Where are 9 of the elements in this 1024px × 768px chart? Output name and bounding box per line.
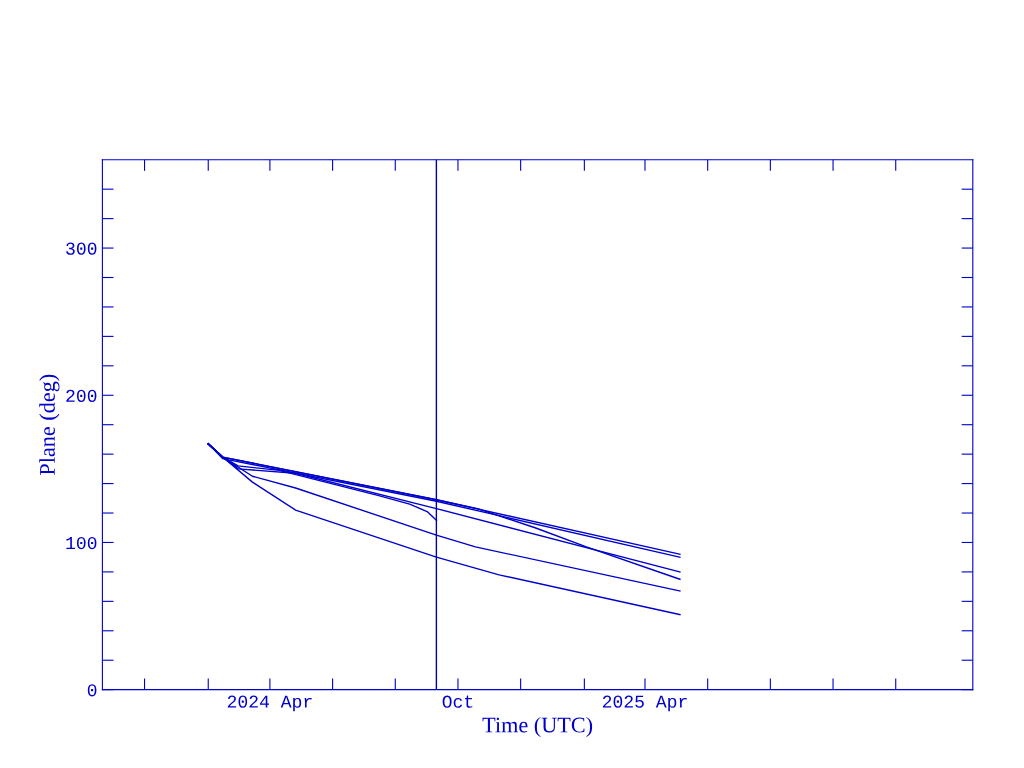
x-axis-title: Time (UTC) <box>482 716 593 738</box>
x-tick-label: 2025 Apr <box>602 695 687 712</box>
y-axis-title: Plane (deg) <box>39 374 60 475</box>
y-tick-label: 100 <box>66 536 97 550</box>
y-tick-label: 200 <box>66 389 97 402</box>
x-tick-label: 2024 Apr <box>227 695 312 712</box>
y-tick-label: 300 <box>66 242 97 255</box>
y-tick-label: 0 <box>87 684 97 697</box>
x-tick-label: Oct <box>442 695 473 708</box>
